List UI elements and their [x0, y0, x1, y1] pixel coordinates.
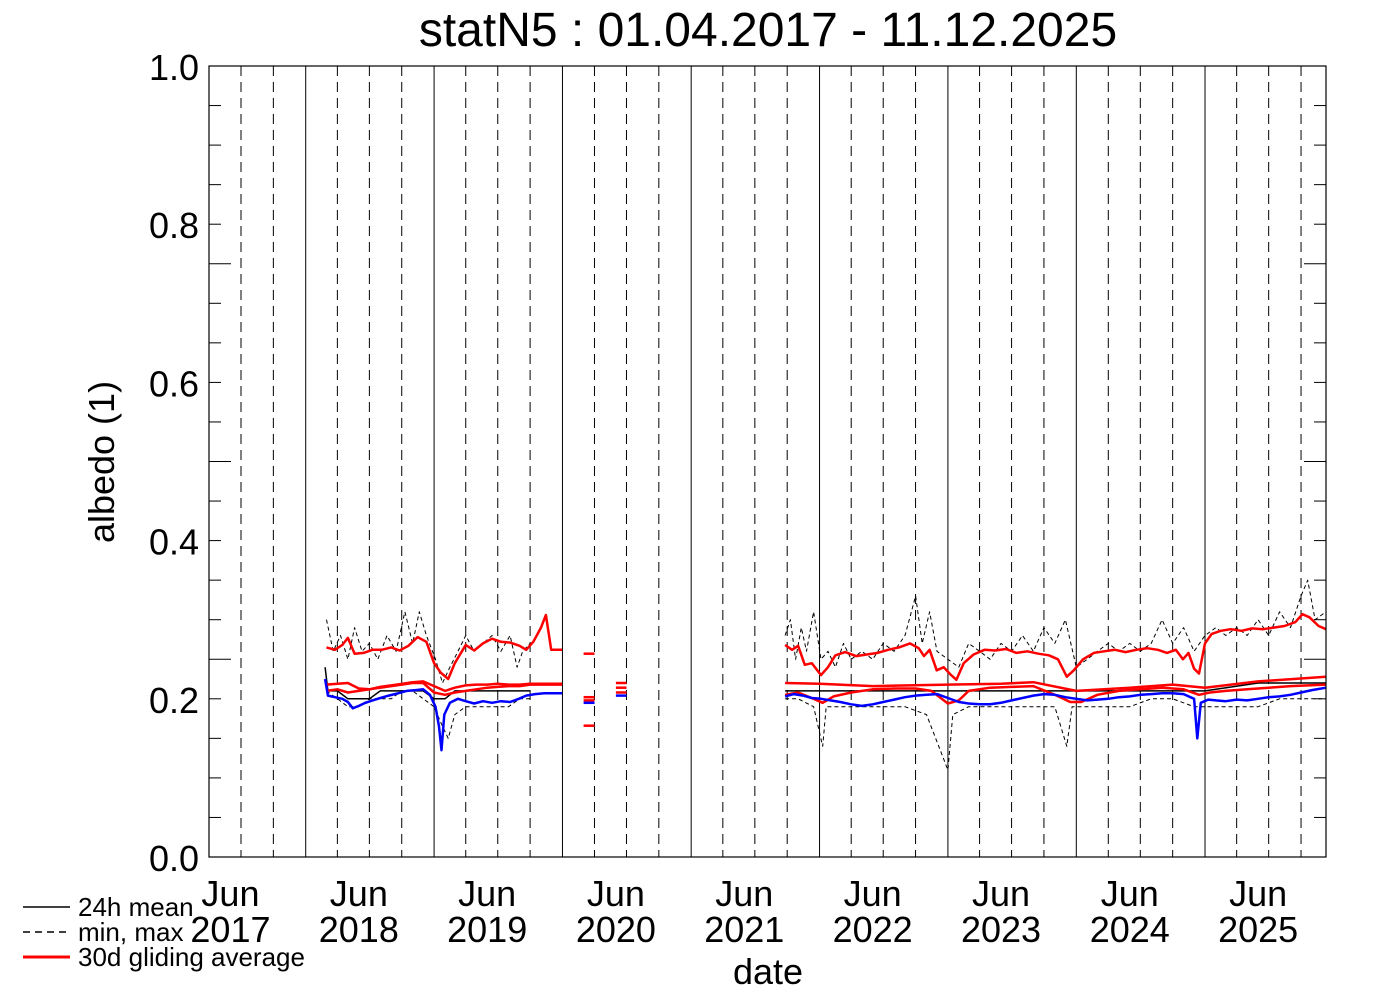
legend-label: min, max — [78, 917, 183, 947]
y-tick-labels: 0.0 0.2 0.4 0.6 0.8 1.0 — [149, 47, 199, 879]
series-daily_min — [326, 690, 531, 739]
x-tick-label-year: 2022 — [833, 909, 913, 950]
y-tick-label: 1.0 — [149, 47, 199, 88]
chart-title: statN5 : 01.04.2017 - 11.12.2025 — [419, 4, 1117, 57]
y-tick-label: 0.6 — [149, 363, 199, 404]
x-tick-label-year: 2021 — [704, 909, 784, 950]
x-tick-label-year: 2019 — [447, 909, 527, 950]
x-tick-label-year: 2018 — [319, 909, 399, 950]
axis-ticks — [209, 65, 1326, 858]
x-tick-label-month: Jun — [458, 873, 516, 914]
x-tick-label-month: Jun — [587, 873, 645, 914]
y-tick-label: 0.4 — [149, 522, 199, 563]
series-30d_gliding_min — [326, 681, 563, 697]
y-axis-label: albedo (1) — [81, 381, 122, 543]
legend-label: 24h mean — [78, 892, 194, 922]
legend-label: 30d gliding average — [78, 942, 305, 972]
series-blue_min_trace — [784, 686, 1327, 740]
x-tick-label-year: 2017 — [190, 909, 270, 950]
x-tick-label-year: 2020 — [576, 909, 656, 950]
series-30d_gliding_max — [326, 613, 563, 681]
x-tick-label-month: Jun — [715, 873, 773, 914]
x-tick-label-year: 2025 — [1218, 909, 1298, 950]
x-tick-label-month: Jun — [972, 873, 1030, 914]
series-daily_max — [326, 611, 531, 684]
x-tick-label-month: Jun — [1101, 873, 1159, 914]
series-blue_min_trace — [323, 678, 563, 752]
series-24h_mean — [785, 682, 1326, 692]
x-tick-labels: Jun2017Jun2018Jun2019Jun2020Jun2021Jun20… — [190, 873, 1298, 950]
x-tick-label-month: Jun — [330, 873, 388, 914]
series-daily_max — [784, 579, 1327, 668]
x-tick-label-year: 2024 — [1090, 909, 1170, 950]
series-30d_gliding_mean — [785, 675, 1327, 693]
x-tick-label-month: Jun — [201, 873, 259, 914]
x-tick-label-month: Jun — [1229, 873, 1287, 914]
gridlines — [208, 66, 1302, 857]
y-tick-label: 0.8 — [149, 205, 199, 246]
series-30d_gliding_max — [784, 612, 1327, 682]
x-tick-label-year: 2023 — [961, 909, 1041, 950]
data-series — [323, 579, 1327, 771]
y-tick-label: 0.2 — [149, 680, 199, 721]
series-daily_min — [785, 698, 1326, 771]
x-axis-label: date — [733, 951, 803, 992]
series-30d_gliding_min — [784, 683, 1327, 705]
plot-frame — [208, 65, 1327, 858]
y-tick-label: 0.0 — [149, 838, 199, 879]
x-tick-label-month: Jun — [844, 873, 902, 914]
